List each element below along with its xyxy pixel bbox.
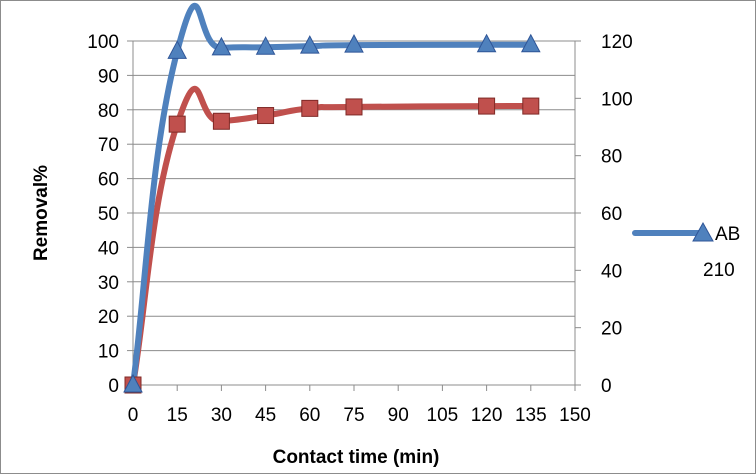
left-y-tick-label: 80	[98, 101, 119, 122]
right-y-tick-label: 20	[601, 319, 622, 340]
data-point-square	[212, 112, 230, 130]
left-y-tick-label: 100	[87, 32, 119, 53]
data-point-square	[168, 115, 186, 133]
series-1-markers	[123, 33, 541, 393]
axes	[127, 40, 581, 391]
x-tick-label: 75	[343, 405, 364, 426]
data-point-square	[478, 97, 496, 115]
left-y-tick-label: 40	[98, 238, 119, 259]
left-y-tick-label: 70	[98, 135, 119, 156]
data-point-triangle	[123, 373, 143, 393]
data-point-triangle	[211, 36, 232, 56]
right-y-tick-label: 0	[601, 376, 612, 397]
series-layer	[123, 2, 541, 394]
gridlines	[133, 40, 575, 352]
legend-triangle-marker	[692, 221, 714, 242]
right-y-tick-label: 40	[601, 261, 622, 282]
data-point-triangle	[299, 35, 320, 54]
data-point-triangle	[520, 33, 541, 53]
left-y-tick-labels: 0 10 20 30 40 50 60 70 80 90 100	[87, 32, 119, 397]
right-y-tick-label: 100	[601, 89, 633, 110]
x-tick-label: 105	[427, 405, 459, 426]
right-y-tick-label: 80	[601, 147, 622, 168]
legend-label-line1: AB	[715, 224, 740, 245]
series-2-markers	[124, 97, 540, 394]
left-y-tick-label: 30	[98, 273, 119, 294]
x-tick-label: 30	[211, 405, 232, 426]
x-tick-label: 120	[471, 405, 503, 426]
data-point-square	[345, 98, 363, 116]
right-y-tick-label: 60	[601, 204, 622, 225]
x-tick-label: 15	[167, 405, 188, 426]
x-tick-label: 150	[559, 405, 591, 426]
legend: AB 210	[632, 221, 740, 281]
x-tick-labels: 0 15 30 45 60 75 90 105 120 135 150	[128, 405, 591, 426]
data-point-square	[301, 99, 319, 117]
x-tick-label: 135	[515, 405, 547, 426]
data-point-triangle	[476, 33, 497, 53]
left-y-tick-label: 90	[98, 66, 119, 87]
left-y-tick-label: 0	[108, 376, 119, 397]
x-tick-label: 0	[128, 405, 139, 426]
series-1	[130, 2, 531, 386]
legend-label-line2: 210	[703, 260, 735, 281]
data-point-triangle	[344, 34, 364, 53]
x-tick-label: 45	[255, 405, 276, 426]
left-y-tick-label: 20	[98, 307, 119, 328]
right-y-tick-labels: 0 20 40 60 80 100 120	[601, 32, 633, 397]
x-axis-title: Contact time (min)	[273, 447, 440, 468]
data-point-square	[257, 107, 275, 125]
data-point-square	[522, 97, 540, 115]
left-y-tick-label: 60	[98, 170, 119, 191]
left-y-tick-label: 50	[98, 204, 119, 225]
x-tick-label: 90	[388, 405, 409, 426]
x-tick-label: 60	[299, 405, 320, 426]
series-line	[130, 85, 531, 386]
series-2	[130, 85, 531, 386]
data-point-triangle	[255, 36, 276, 55]
right-y-tick-label: 120	[601, 32, 633, 53]
y-axis-title: Removal%	[31, 165, 52, 261]
data-point-triangle	[167, 40, 188, 59]
series-line	[130, 2, 531, 386]
left-y-tick-label: 10	[98, 342, 119, 363]
